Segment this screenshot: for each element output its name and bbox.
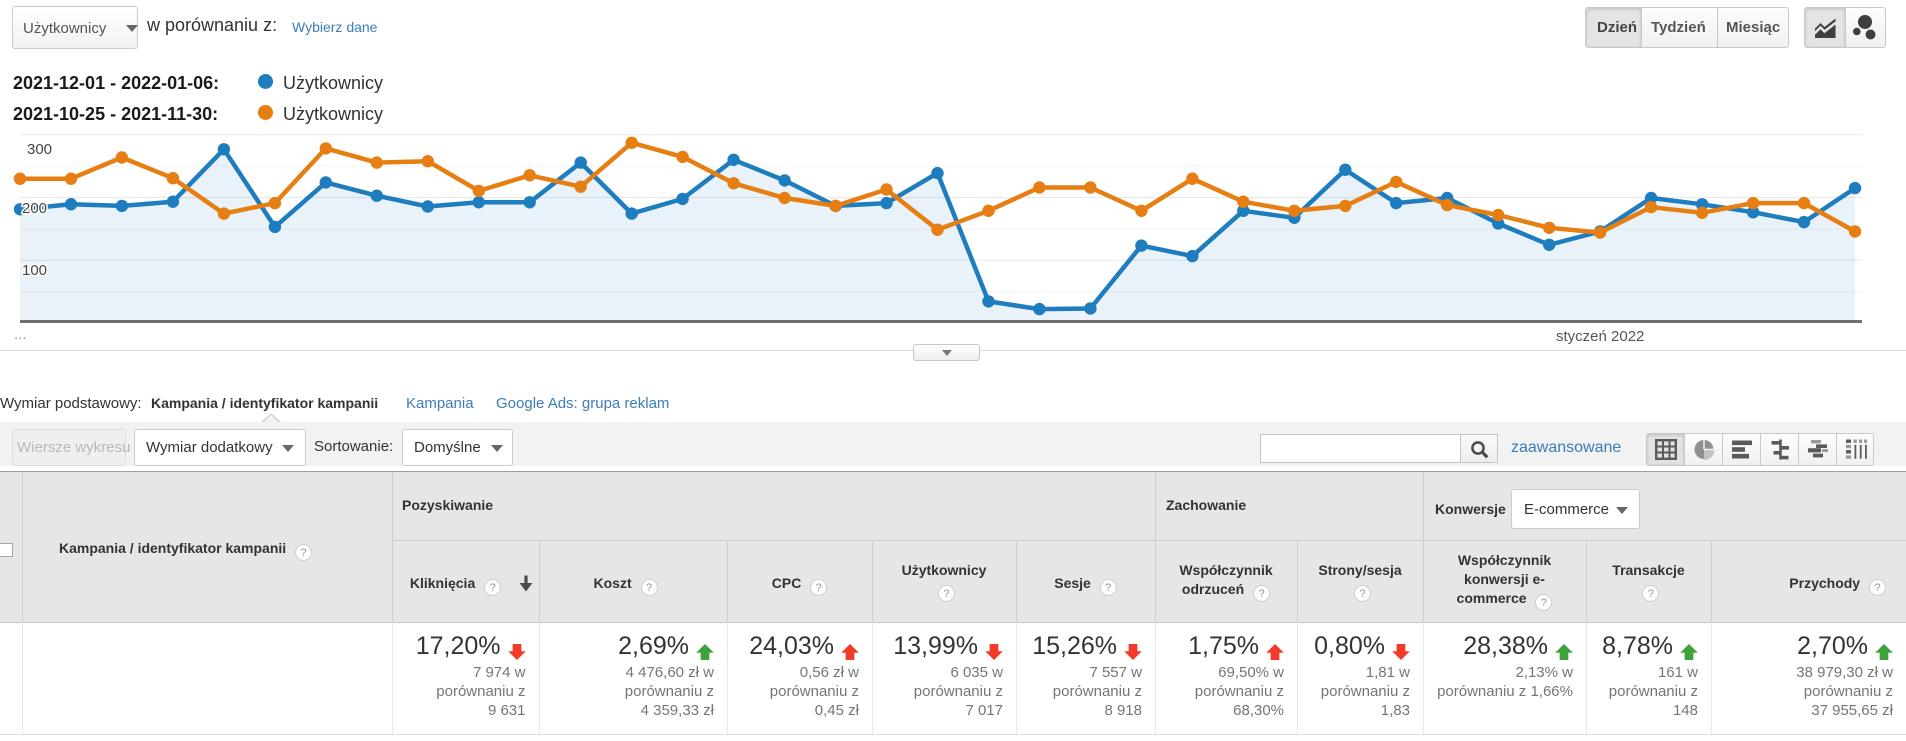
svg-text:100: 100	[22, 262, 47, 279]
svg-text:styczeń 2022: styczeń 2022	[1556, 328, 1644, 345]
svg-text:200: 200	[22, 200, 47, 217]
svg-text:300: 300	[27, 141, 52, 158]
svg-text:...: ...	[14, 326, 27, 343]
